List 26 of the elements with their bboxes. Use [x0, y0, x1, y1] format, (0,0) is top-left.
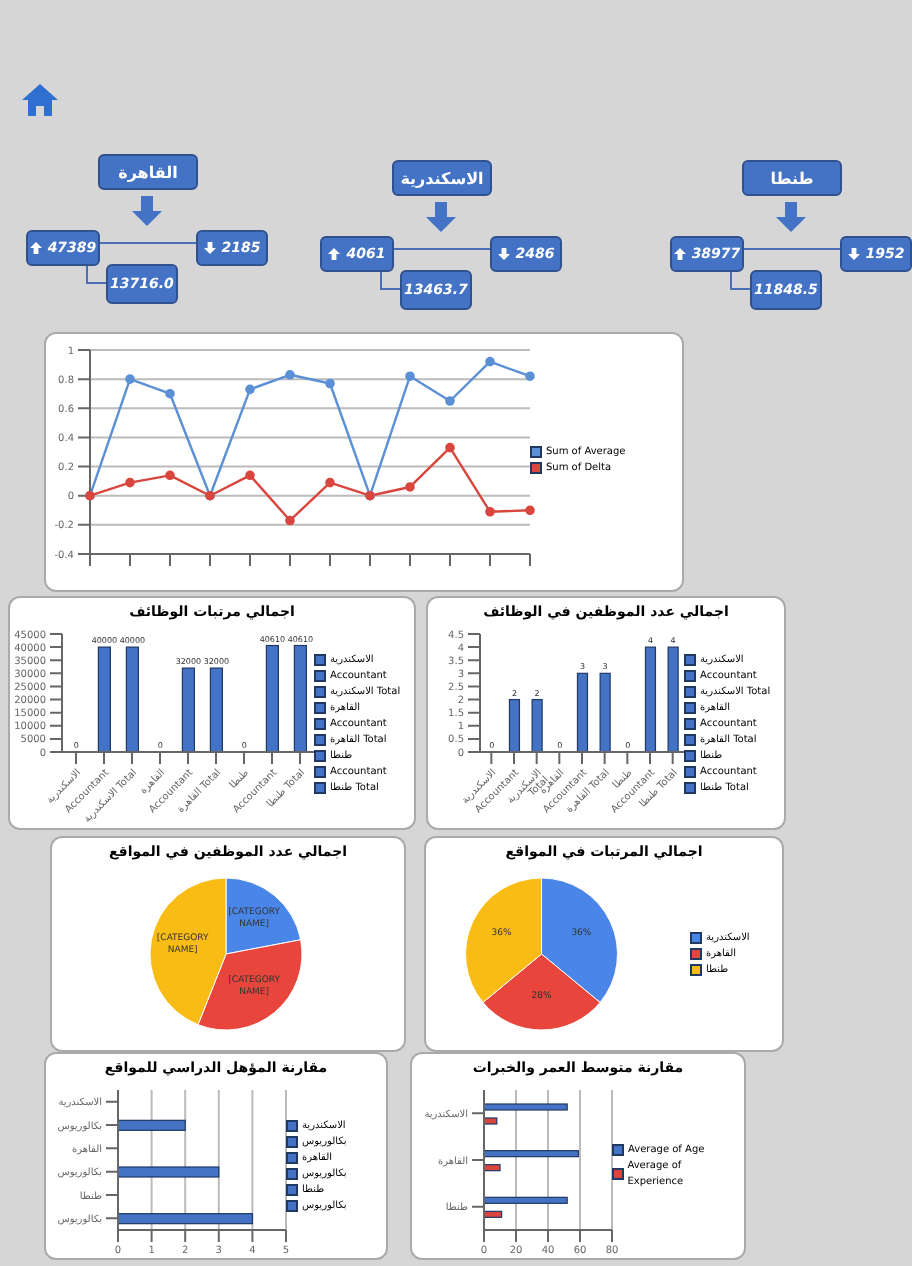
bar: [484, 1196, 568, 1204]
point: [325, 378, 335, 389]
text: طنطا: [742, 160, 842, 196]
bar: [484, 1103, 568, 1111]
point: [285, 369, 295, 380]
bar: [484, 1164, 501, 1172]
bar: [484, 1117, 498, 1125]
point: [125, 477, 135, 488]
point: [325, 477, 335, 488]
point: [445, 396, 455, 406]
point: [285, 515, 295, 526]
text: القاهرة: [98, 154, 198, 190]
point: [525, 371, 535, 382]
point: [165, 388, 175, 399]
bar: [484, 1210, 503, 1218]
point: [245, 470, 255, 481]
point: [405, 482, 415, 492]
bar: [484, 1150, 579, 1158]
point: [485, 356, 495, 367]
point: [165, 470, 175, 481]
point: [485, 506, 495, 517]
point: [125, 374, 135, 384]
point: [445, 442, 455, 453]
point: [405, 371, 415, 382]
point: [245, 384, 255, 395]
point: [525, 505, 535, 516]
